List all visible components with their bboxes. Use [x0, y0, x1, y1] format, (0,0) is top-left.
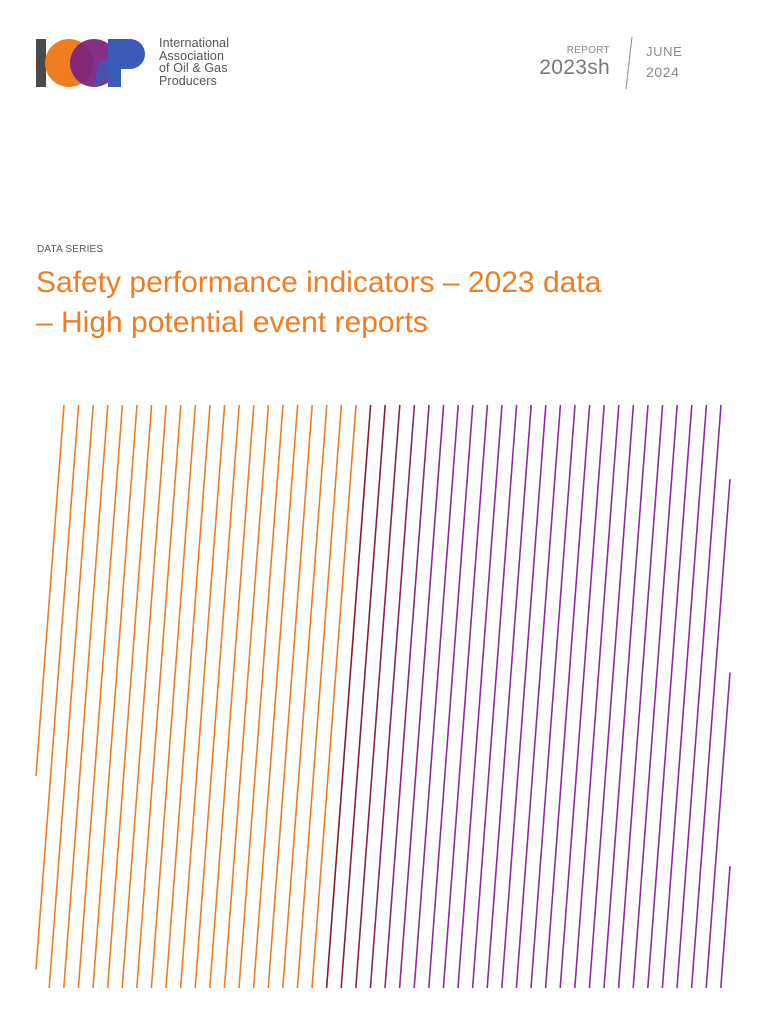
- decorative-stripe: [515, 404, 562, 989]
- logo-text-line: of Oil & Gas: [159, 61, 228, 75]
- decorative-stripe: [252, 404, 299, 989]
- decorative-stripe: [676, 404, 722, 989]
- report-info: REPORT 2023sh JUNE 2024: [528, 36, 688, 92]
- decorative-stripe: [209, 404, 255, 989]
- iogp-logo-text: International Association of Oil & Gas P…: [159, 37, 229, 87]
- decorative-stripe: [267, 404, 313, 989]
- decorative-stripe: [501, 404, 547, 989]
- decorative-stripe: [720, 866, 731, 989]
- decorative-stripe: [63, 404, 109, 989]
- decorative-stripe: [282, 404, 328, 989]
- report-month: JUNE: [646, 44, 683, 59]
- decorative-stripe: [559, 404, 605, 989]
- decorative-stripe: [471, 404, 518, 989]
- decorative-stripe: [355, 404, 401, 989]
- decorative-stripe: [705, 672, 731, 989]
- decorative-stripe: [632, 404, 678, 989]
- decorative-stripe: [603, 404, 649, 989]
- series-label: DATA SERIES: [37, 244, 104, 255]
- decorative-stripe: [384, 404, 430, 989]
- decorative-stripe: [661, 404, 708, 989]
- iogp-logo: International Association of Oil & Gas P…: [36, 36, 266, 92]
- logo-text-line: Association: [159, 48, 225, 63]
- decorative-stripe: [544, 404, 591, 989]
- decorative-stripe: [311, 404, 357, 989]
- decorative-stripe: [136, 404, 182, 989]
- decorative-stripe: [92, 404, 138, 989]
- decorative-stripe: [194, 404, 240, 989]
- decorative-stripe: [457, 404, 503, 989]
- decorative-stripe: [150, 404, 197, 989]
- decorative-stripe: [35, 404, 65, 777]
- decorative-stripe: [369, 404, 416, 989]
- iogp-logo-mark: [36, 39, 145, 87]
- decorative-stripe: [690, 479, 731, 989]
- logo-text-line: International: [159, 36, 230, 50]
- decorative-stripe: [296, 404, 343, 989]
- decorative-stripe: [165, 404, 211, 989]
- decorative-stripe: [121, 404, 167, 989]
- decorative-stripe: [223, 404, 270, 989]
- title-line: – High potential event reports: [36, 306, 428, 339]
- decorative-stripe: [179, 404, 226, 989]
- decorative-stripe: [617, 404, 664, 989]
- decorative-stripe: [413, 404, 459, 989]
- logo-text-line: Producers: [159, 73, 217, 88]
- decorative-stripe: [574, 404, 620, 989]
- page-title: Safety performance indicators – 2023 dat…: [36, 263, 726, 343]
- decorative-stripe: [325, 404, 372, 989]
- decorative-stripe: [647, 404, 693, 989]
- decorative-stripe: [238, 404, 284, 989]
- report-code: 2023sh: [539, 56, 610, 79]
- decorative-stripe: [486, 404, 532, 989]
- decorative-stripe: [530, 404, 576, 989]
- decorative-stripe: [398, 404, 445, 989]
- report-year: 2024: [646, 64, 680, 80]
- title-line: Safety performance indicators – 2023 dat…: [36, 266, 602, 299]
- decorative-stripe: [588, 404, 635, 989]
- decorative-stripe: [77, 404, 124, 989]
- decorative-stripe: [35, 404, 80, 970]
- decorative-stripe: [442, 404, 489, 989]
- decorative-stripe: [428, 404, 474, 989]
- decorative-stripe: [106, 404, 153, 989]
- decorative-stripe: [48, 404, 94, 989]
- decorative-stripe: [340, 404, 386, 989]
- report-label: REPORT: [566, 45, 610, 56]
- report-divider: [625, 36, 633, 90]
